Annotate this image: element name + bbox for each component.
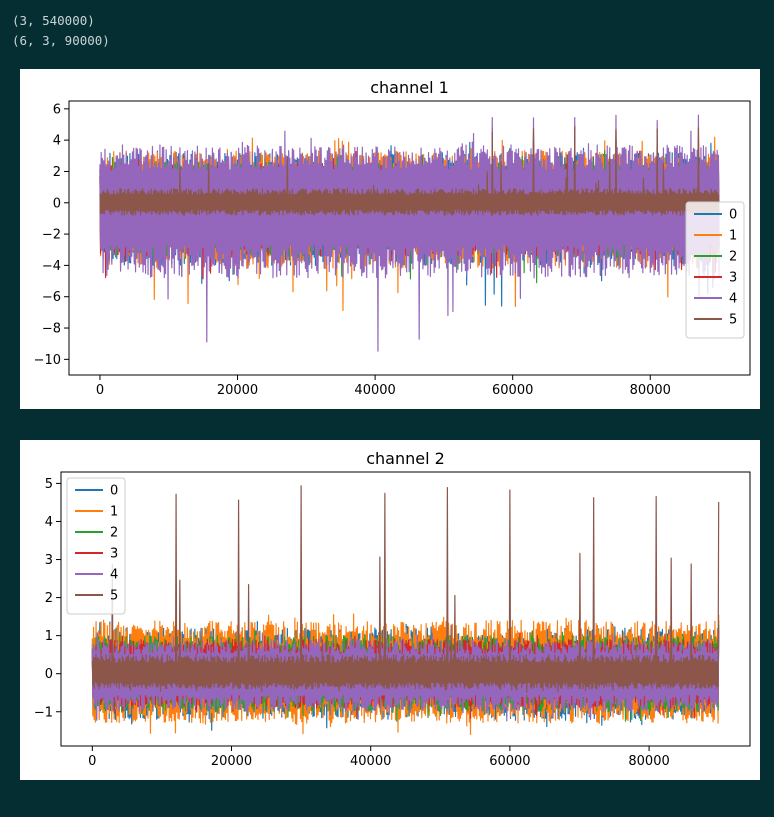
- y-tick-label: 0: [53, 196, 61, 211]
- legend-label-3: 3: [729, 271, 737, 286]
- x-tick-label: 0: [88, 754, 96, 769]
- output-line-1: (3, 540000): [12, 13, 95, 28]
- legend-label-5: 5: [729, 313, 737, 328]
- y-tick-label: 5: [45, 477, 53, 492]
- x-tick-label: 60000: [489, 754, 530, 769]
- legend: 0 1 2 3 4 5: [685, 201, 745, 339]
- chart-channel-1: channel 1 0 20000 40000 60000 80000 6 4 2 0 −2 −4 −6…: [34, 78, 751, 398]
- y-tick-label: −8: [42, 322, 61, 337]
- y-tick-label: −6: [42, 290, 61, 305]
- x-tick-label: 40000: [354, 383, 395, 398]
- output-line-2: (6, 3, 90000): [12, 33, 110, 48]
- legend-label-4: 4: [110, 568, 118, 583]
- y-tick-label: −2: [42, 228, 61, 243]
- y-tick-label: 0: [45, 667, 53, 682]
- legend-label-0: 0: [729, 208, 737, 223]
- chart-channel-2: channel 2 0 20000 40000 60000 80000 5 4 3 2 1 0 −1 0 1…: [34, 449, 751, 769]
- series-line-5: [99, 125, 720, 216]
- legend-label-5: 5: [110, 589, 118, 604]
- axes-frame: [68, 100, 751, 376]
- legend-label-2: 2: [110, 526, 118, 541]
- x-tick-label: 80000: [628, 754, 669, 769]
- plot-area: [91, 485, 720, 735]
- y-tick-label: 2: [53, 165, 61, 180]
- chart-title: channel 1: [370, 78, 449, 97]
- y-tick-label: −4: [42, 259, 61, 274]
- y-tick-label: −10: [34, 353, 61, 368]
- y-tick-label: 1: [45, 629, 53, 644]
- y-tick-label: 3: [45, 553, 53, 568]
- y-tick-label: 4: [53, 134, 61, 149]
- legend-label-1: 1: [110, 505, 118, 520]
- x-tick-label: 40000: [350, 754, 391, 769]
- plot-area: [99, 114, 720, 352]
- chart-title: channel 2: [366, 449, 445, 468]
- figure-channel-1: channel 1 0 20000 40000 60000 80000 6 4 2 0 −2 −4 −6…: [20, 69, 760, 409]
- legend-label-3: 3: [110, 547, 118, 562]
- x-tick-label: 60000: [492, 383, 533, 398]
- legend: 0 1 2 3 4 5: [66, 477, 126, 615]
- series-line-4: [99, 114, 720, 352]
- y-tick-label: 2: [45, 591, 53, 606]
- series-line-5: [91, 485, 720, 693]
- legend-label-1: 1: [729, 229, 737, 244]
- legend-label-2: 2: [729, 250, 737, 265]
- axes-frame: [60, 471, 751, 747]
- legend-label-0: 0: [110, 484, 118, 499]
- x-tick-label: 0: [96, 383, 104, 398]
- x-tick-label: 20000: [211, 754, 252, 769]
- y-tick-label: −1: [34, 705, 53, 720]
- figure-channel-2: channel 2 0 20000 40000 60000 80000 5 4 3 2 1 0 −1 0 1…: [20, 440, 760, 780]
- series-line-4: [91, 627, 720, 722]
- y-tick-label: 4: [45, 515, 53, 530]
- x-tick-label: 20000: [217, 383, 258, 398]
- y-tick-label: 6: [53, 102, 61, 117]
- x-tick-label: 80000: [630, 383, 671, 398]
- legend-label-4: 4: [729, 292, 737, 307]
